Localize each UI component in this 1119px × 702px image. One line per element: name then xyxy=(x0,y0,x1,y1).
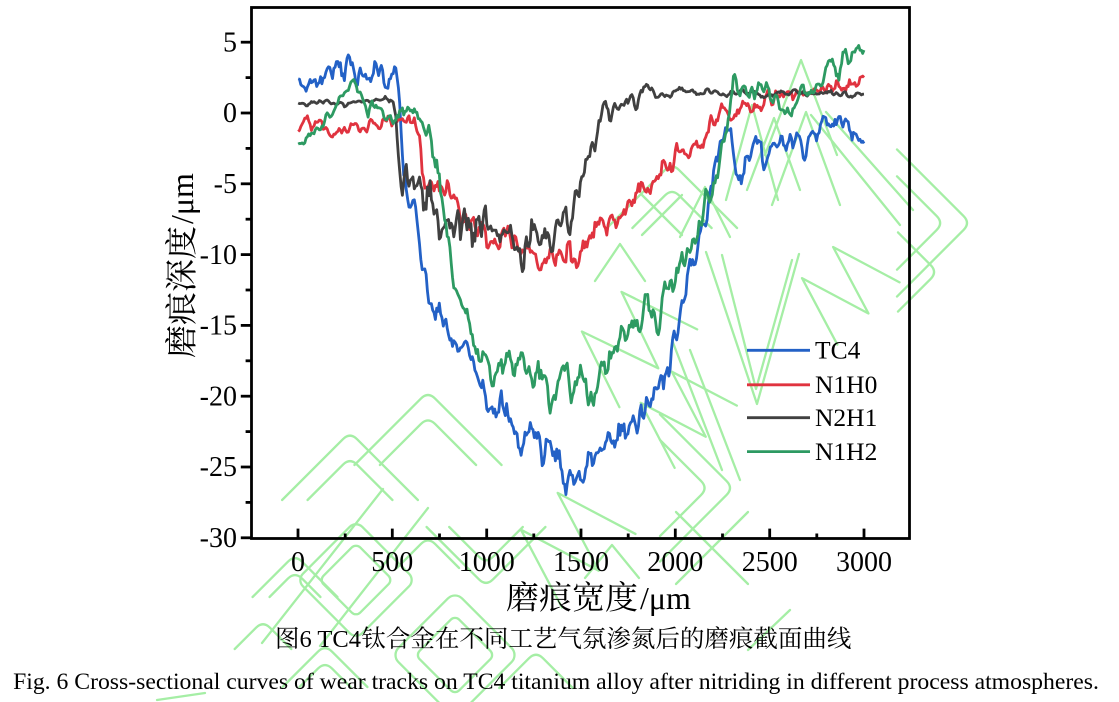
svg-text:1000: 1000 xyxy=(459,547,515,578)
svg-text:-15: -15 xyxy=(200,311,237,342)
svg-text:-20: -20 xyxy=(200,381,237,412)
svg-text:N2H1: N2H1 xyxy=(815,403,877,432)
svg-text:-30: -30 xyxy=(200,523,237,554)
svg-text:-5: -5 xyxy=(214,169,237,200)
svg-text:2000: 2000 xyxy=(647,547,703,578)
svg-text:1500: 1500 xyxy=(553,547,609,578)
svg-text:2500: 2500 xyxy=(742,547,798,578)
svg-text:-25: -25 xyxy=(200,452,237,483)
svg-text:N1H2: N1H2 xyxy=(815,437,877,466)
svg-text:N1H0: N1H0 xyxy=(815,370,877,399)
svg-text:TC4: TC4 xyxy=(815,336,861,365)
svg-text:0: 0 xyxy=(291,547,305,578)
svg-text:5: 5 xyxy=(223,27,237,58)
svg-text:/μm: /μm xyxy=(640,580,691,616)
svg-text:6 TC4: 6 TC4 xyxy=(300,626,362,653)
svg-text:0: 0 xyxy=(223,98,237,129)
svg-text:Fig. 6 Cross-sectional curves: Fig. 6 Cross-sectional curves of wear tr… xyxy=(13,669,1099,695)
svg-text:-10: -10 xyxy=(200,240,237,271)
svg-text:500: 500 xyxy=(371,547,413,578)
svg-text:/μm: /μm xyxy=(164,173,200,224)
svg-text:3000: 3000 xyxy=(836,547,892,578)
